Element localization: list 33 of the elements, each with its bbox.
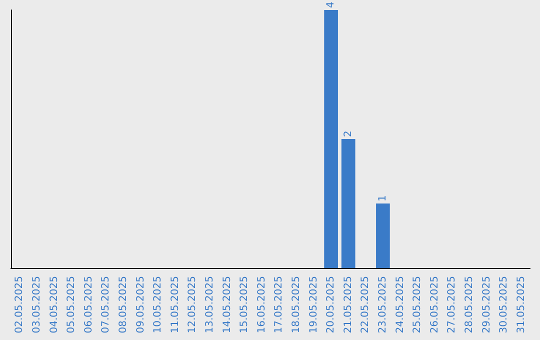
x-tick-label: 07.05.2025 xyxy=(100,276,112,334)
x-tick-label: 23.05.2025 xyxy=(377,276,388,334)
x-tick-label: 18.05.2025 xyxy=(290,276,302,334)
x-tick-label: 27.05.2025 xyxy=(446,276,458,334)
x-tick-label: 05.05.2025 xyxy=(66,276,78,334)
x-tick-label: 21.05.2025 xyxy=(342,276,354,334)
x-tick-label: 13.05.2025 xyxy=(204,276,216,334)
x-tick-label: 25.05.2025 xyxy=(412,276,424,334)
x-tick-label: 03.05.2025 xyxy=(31,276,42,334)
x-tick-label: 22.05.2025 xyxy=(360,276,372,334)
x-tick-label: 11.05.2025 xyxy=(170,276,181,334)
x-tick-label: 04.05.2025 xyxy=(48,276,60,334)
x-tick-label: 28.05.2025 xyxy=(464,276,475,334)
data-label: 2 xyxy=(342,130,354,137)
x-tick-label: 08.05.2025 xyxy=(118,276,129,334)
x-tick-label: 26.05.2025 xyxy=(429,276,440,334)
x-tick-label: 30.05.2025 xyxy=(498,276,510,334)
x-tick-label: 12.05.2025 xyxy=(187,276,198,334)
x-tick-label: 02.05.2025 xyxy=(14,276,26,334)
data-label: 4 xyxy=(326,2,337,8)
x-tick-label: 16.05.2025 xyxy=(256,276,268,334)
x-tick-label: 31.05.2025 xyxy=(516,276,527,334)
x-tick-label: 10.05.2025 xyxy=(152,276,164,334)
x-tick-label: 17.05.2025 xyxy=(274,276,285,334)
x-tick-label: 19.05.2025 xyxy=(308,276,320,334)
data-label: 1 xyxy=(377,195,388,202)
x-tick-label: 14.05.2025 xyxy=(222,276,233,334)
x-tick-label: 15.05.2025 xyxy=(239,276,250,334)
x-tick-label: 06.05.2025 xyxy=(83,276,94,334)
x-tick-label: 24.05.2025 xyxy=(394,276,406,334)
x-tick-label: 20.05.2025 xyxy=(326,276,337,334)
x-tick-label: 09.05.2025 xyxy=(135,276,146,334)
x-tick-label: 29.05.2025 xyxy=(481,276,492,334)
